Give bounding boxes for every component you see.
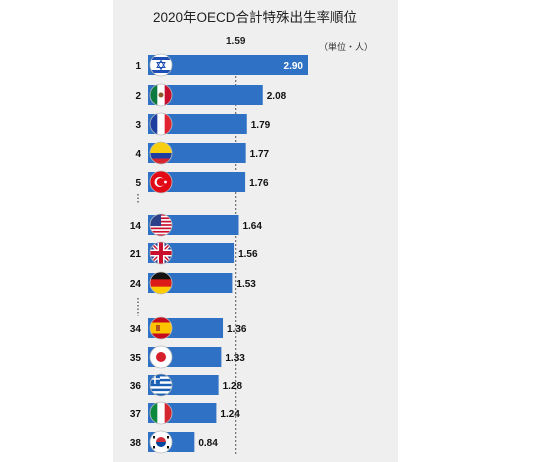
bar-row: 35 1.33 [130, 345, 245, 369]
rank-label: 35 [130, 353, 142, 364]
rank-label: 1 [135, 61, 141, 72]
rank-label: 4 [135, 149, 141, 160]
south-korea-flag-icon [149, 430, 173, 454]
rank-label: 37 [130, 409, 142, 420]
rank-label: 2 [135, 91, 141, 102]
italy-flag-icon [149, 401, 173, 425]
bar [148, 114, 247, 134]
value-label: 1.53 [236, 279, 256, 290]
rank-label: 14 [130, 221, 142, 232]
chart-title: 2020年OECD合計特殊出生率順位 [153, 9, 357, 25]
greece-flag-icon [149, 373, 173, 397]
colombia-flag-icon [149, 141, 173, 165]
rank-label: 5 [135, 178, 141, 189]
rank-label: 3 [135, 120, 141, 131]
bar-row: 5 1.76 [135, 170, 269, 194]
bar [148, 172, 246, 192]
germany-flag-icon [149, 271, 173, 295]
value-label: 1.33 [225, 353, 245, 364]
value-label: 1.76 [249, 178, 269, 189]
japan-flag-icon [149, 345, 173, 369]
unit-label: （単位・人） [319, 41, 373, 52]
value-label: 1.36 [227, 324, 247, 335]
bar-row: 24 1.53 [130, 271, 256, 295]
bar-row: 37 1.24 [130, 401, 240, 425]
france-flag-icon [149, 112, 173, 136]
bar-row: 34 1.36 [130, 316, 247, 340]
spain-flag-icon [149, 316, 173, 340]
value-label: 1.79 [251, 120, 271, 131]
israel-flag-icon [149, 53, 173, 77]
reference-value-label: 1.59 [226, 36, 246, 47]
uk-flag-icon [149, 241, 173, 265]
bar-row: 14 1.64 [130, 213, 262, 237]
bar-row: 38 0.84 [130, 430, 218, 454]
rank-label: 38 [130, 438, 142, 449]
turkey-flag-icon [149, 170, 173, 194]
bar-row: 3 1.79 [135, 112, 271, 136]
rank-label: 21 [130, 249, 142, 260]
bar-row: 36 1.28 [130, 373, 243, 397]
value-label: 1.56 [238, 249, 258, 260]
value-label: 1.24 [220, 409, 240, 420]
usa-flag-icon [149, 213, 173, 237]
value-label: 0.84 [198, 438, 218, 449]
value-label: 1.77 [250, 149, 270, 160]
rank-label: 34 [130, 324, 142, 335]
value-label: 1.28 [223, 381, 243, 392]
bar-row: 21 1.56 [130, 241, 258, 265]
bar [148, 143, 246, 163]
mexico-flag-icon [149, 83, 173, 107]
bar [148, 55, 308, 75]
bar-row: 4 1.77 [135, 141, 270, 165]
value-label: 2.90 [284, 61, 304, 72]
rank-label: 36 [130, 381, 142, 392]
bar-row: 2 2.08 [135, 83, 287, 107]
value-label: 1.64 [242, 221, 262, 232]
bar [148, 85, 263, 105]
bar-row: 1 2.90 [135, 53, 308, 77]
value-label: 2.08 [267, 91, 287, 102]
rank-label: 24 [130, 279, 142, 290]
